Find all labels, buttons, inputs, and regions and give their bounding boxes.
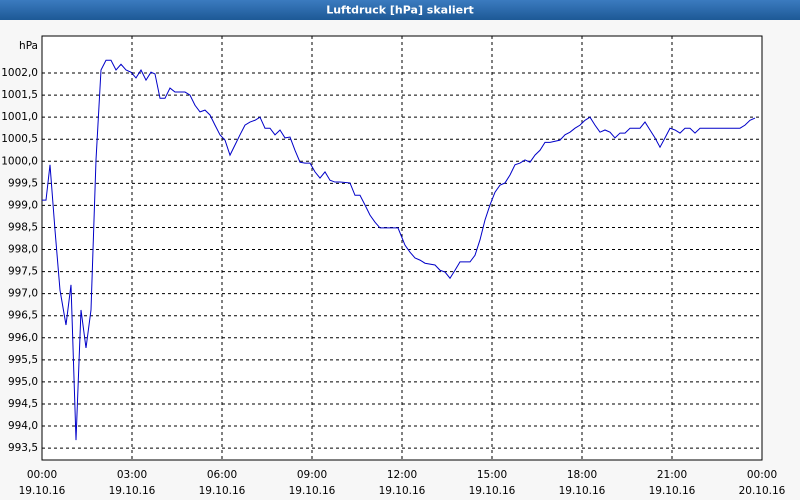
x-tick-label: 19.10.16 — [289, 485, 336, 497]
data-line — [42, 59, 756, 441]
x-tick-label: 03:00 — [117, 469, 147, 481]
y-tick-label: 997,0 — [8, 288, 38, 300]
x-tick-label: 19.10.16 — [19, 485, 66, 497]
y-tick-label: 998,0 — [8, 244, 38, 256]
x-tick-label: 09:00 — [297, 469, 327, 481]
x-tick-label: 06:00 — [207, 469, 237, 481]
x-tick-label: 19.10.16 — [379, 485, 426, 497]
y-tick-label: 994,5 — [8, 398, 38, 410]
y-tick-label: 998,5 — [8, 221, 38, 233]
x-tick-label: 15:00 — [477, 469, 507, 481]
y-tick-label: 993,5 — [8, 442, 38, 454]
y-tick-label: 999,0 — [8, 199, 38, 211]
y-tick-label: 995,5 — [8, 354, 38, 366]
x-tick-label: 00:00 — [747, 469, 777, 481]
chart-title: Luftdruck [hPa] skaliert — [326, 4, 474, 17]
y-tick-label: 997,5 — [8, 266, 38, 278]
x-tick-label: 19.10.16 — [649, 485, 696, 497]
x-tick-label: 21:00 — [657, 469, 687, 481]
y-tick-label: 996,0 — [8, 332, 38, 344]
y-tick-label: 1000,0 — [1, 155, 38, 167]
x-tick-label: 18:00 — [567, 469, 597, 481]
x-tick-label: 20.10.16 — [739, 485, 786, 497]
x-tick-label: 19.10.16 — [559, 485, 606, 497]
plot-frame — [41, 35, 763, 461]
x-tick-label: 19.10.16 — [469, 485, 516, 497]
y-tick-label: 994,0 — [8, 420, 38, 432]
x-tick-label: 00:00 — [27, 469, 57, 481]
y-tick-label: 1001,5 — [1, 89, 38, 101]
y-tick-label: 1002,0 — [1, 67, 38, 79]
y-tick-label: 996,5 — [8, 310, 38, 322]
title-bar — [0, 0, 800, 20]
y-tick-label: 1000,5 — [1, 133, 38, 145]
x-tick-label: 19.10.16 — [199, 485, 246, 497]
x-tick-label: 19.10.16 — [109, 485, 156, 497]
y-tick-label: 995,0 — [8, 376, 38, 388]
y-tick-label: 1001,0 — [1, 111, 38, 123]
x-tick-label: 12:00 — [387, 469, 417, 481]
y-axis-label: hPa — [19, 40, 38, 52]
y-tick-label: 999,5 — [8, 177, 38, 189]
